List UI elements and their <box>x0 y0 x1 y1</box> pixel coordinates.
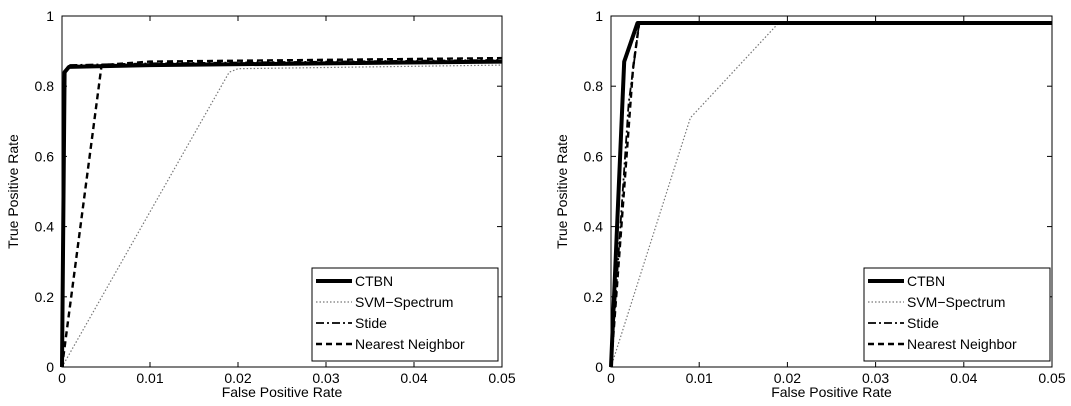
right-roc-chart: 0 0.01 0.02 0.03 0.04 0.05 0 0.2 0.4 0.6 0.8 1 False… <box>554 8 1066 400</box>
x-tick-label: 0.04 <box>950 370 977 386</box>
x-tick-label: 0.02 <box>224 370 251 386</box>
legend: CTBN SVM−Spectrum Stide Nearest Neighbor <box>863 267 1051 362</box>
x-tick-label: 0.04 <box>400 370 427 386</box>
x-tick-label: 0.05 <box>1038 370 1065 386</box>
y-tick-label: 0.6 <box>584 148 604 164</box>
legend-label: CTBN <box>907 273 945 289</box>
legend-label: SVM−Spectrum <box>907 294 1005 310</box>
plot-area-frame <box>610 15 1053 368</box>
y-tick-label: 0.6 <box>35 148 55 164</box>
x-axis-label: False Positive Rate <box>222 384 343 400</box>
x-tick-label: 0 <box>58 370 66 386</box>
y-tick-label: 0 <box>46 359 54 375</box>
legend: CTBN SVM−Spectrum Stide Nearest Neighbor <box>311 267 499 362</box>
y-tick-label: 1 <box>595 8 603 24</box>
legend-label: Nearest Neighbor <box>907 336 1017 352</box>
y-tick-label: 1 <box>46 8 54 24</box>
y-tick-label: 0.4 <box>35 219 55 235</box>
series-line-ctbn <box>60 59 503 368</box>
x-tick-label: 0.02 <box>774 370 801 386</box>
series-line-ctbn <box>609 21 1052 368</box>
x-tick-label: 0.01 <box>686 370 713 386</box>
y-tick-label: 0.8 <box>35 78 55 94</box>
legend-label: Stide <box>907 315 939 331</box>
x-axis-label: False Positive Rate <box>771 384 892 400</box>
legend-label: SVM−Spectrum <box>355 294 453 310</box>
y-tick-label: 0 <box>595 359 603 375</box>
x-tick-label: 0 <box>607 370 615 386</box>
legend-label: CTBN <box>355 273 393 289</box>
y-tick-label: 0.2 <box>35 289 55 305</box>
series-line-svm-spectrum <box>610 22 1052 368</box>
left-roc-chart: 0 0.01 0.02 0.03 0.04 0.05 0 0.2 0.4 0.6 0.8 1 False… <box>5 8 516 400</box>
y-tick-label: 0.4 <box>584 219 604 235</box>
legend-label: Stide <box>355 315 387 331</box>
y-axis-label: True Positive Rate <box>554 134 570 249</box>
series-line-nearest-neighbor <box>60 56 503 368</box>
y-tick-label: 0.8 <box>584 78 604 94</box>
x-tick-label: 0.01 <box>136 370 163 386</box>
x-tick-label: 0.05 <box>488 370 515 386</box>
x-tick-label: 0.03 <box>312 370 339 386</box>
series-line-svm-spectrum <box>61 64 503 368</box>
legend-box <box>311 267 499 362</box>
y-tick-label: 0.2 <box>584 289 604 305</box>
legend-label: Nearest Neighbor <box>355 336 465 352</box>
x-tick-label: 0.03 <box>862 370 889 386</box>
y-axis-label: True Positive Rate <box>5 134 21 249</box>
legend-box <box>863 267 1051 362</box>
